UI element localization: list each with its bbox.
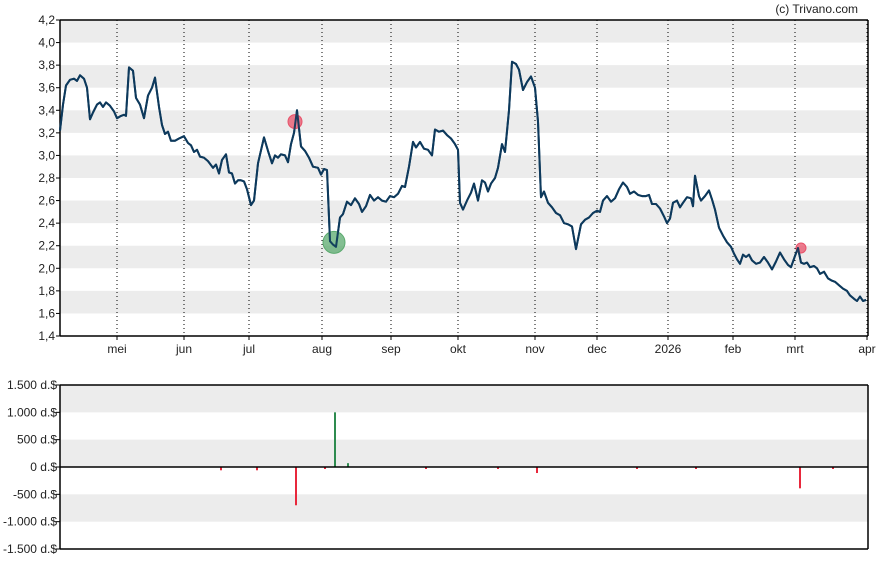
y-tick-label: 3,8 (38, 58, 55, 72)
y-tick-label: 3,0 (38, 148, 55, 162)
y-tick-label: 500 d.$ (17, 433, 57, 447)
x-tick-label: 2026 (655, 342, 682, 356)
sell-bar (536, 467, 538, 474)
y-tick-label: 1,4 (38, 329, 55, 343)
buy-bar (334, 412, 336, 467)
sell-bar (324, 467, 326, 469)
sell-bar (695, 467, 697, 469)
x-tick-label: mrt (786, 342, 804, 356)
y-tick-label: 3,4 (38, 103, 55, 117)
y-tick-label: -1.000 d.$ (3, 515, 57, 529)
y-tick-label: -1.500 d.$ (3, 542, 57, 556)
grid-band (60, 65, 868, 88)
price-line-overlay (59, 60, 867, 302)
x-tick-label: okt (450, 342, 467, 356)
y-tick-label: 1.500 d.$ (7, 378, 57, 392)
y-tick-label: 2,8 (38, 171, 55, 185)
credit-text: (c) Trivano.com (775, 2, 858, 16)
x-tick-label: apr (858, 342, 875, 356)
y-tick-label: 1,6 (38, 306, 55, 320)
x-tick-label: dec (587, 342, 606, 356)
grid-band (60, 155, 868, 178)
x-tick-label: jul (242, 342, 255, 356)
x-tick-label: aug (312, 342, 332, 356)
sell-bar (425, 467, 427, 469)
insider-bar-chart: 1.500 d.$ 1.000 d.$ 500 d.$ 0 d.$ -500 d.$ -1… (3, 378, 869, 556)
y-tick-label: 3,6 (38, 81, 55, 95)
grid-band (60, 200, 868, 224)
grid-band (60, 290, 868, 314)
y-tick-label: 2,4 (38, 216, 55, 230)
grid-band (60, 385, 868, 413)
y-tick-label: 2,2 (38, 239, 55, 253)
grid-band (60, 245, 868, 269)
x-tick-label: sep (381, 342, 401, 356)
buy-bar (347, 463, 349, 467)
sell-bar (497, 467, 499, 469)
sell-bar (256, 467, 258, 471)
y-tick-label: 4,2 (38, 13, 55, 27)
grid-band (60, 494, 868, 522)
y-tick-label: 2,0 (38, 261, 55, 275)
price-chart: mei jun jul aug sep okt nov dec 2026 feb mrt apr 1,4… (38, 13, 875, 356)
x-tick-label: jun (175, 342, 192, 356)
x-tick-label: feb (725, 342, 742, 356)
y-tick-label: 0 d.$ (30, 460, 57, 474)
y-tick-label: 2,6 (38, 194, 55, 208)
grid-band (60, 439, 868, 467)
buy-marker (322, 230, 346, 254)
y-tick-label: 3,2 (38, 126, 55, 140)
sell-bar (295, 467, 297, 506)
y-tick-label: -500 d.$ (13, 487, 57, 501)
y-tick-label: 1.000 d.$ (7, 405, 57, 419)
y-tick-label: 4,0 (38, 36, 55, 50)
grid-band (60, 110, 868, 133)
grid-band (60, 20, 868, 43)
x-tick-label: mei (107, 342, 126, 356)
sell-bar (832, 467, 834, 469)
y-tick-label: 1,8 (38, 284, 55, 298)
sell-bar (636, 467, 638, 469)
x-tick-label: nov (525, 342, 544, 356)
sell-bar (799, 467, 801, 489)
sell-bar (220, 467, 222, 471)
